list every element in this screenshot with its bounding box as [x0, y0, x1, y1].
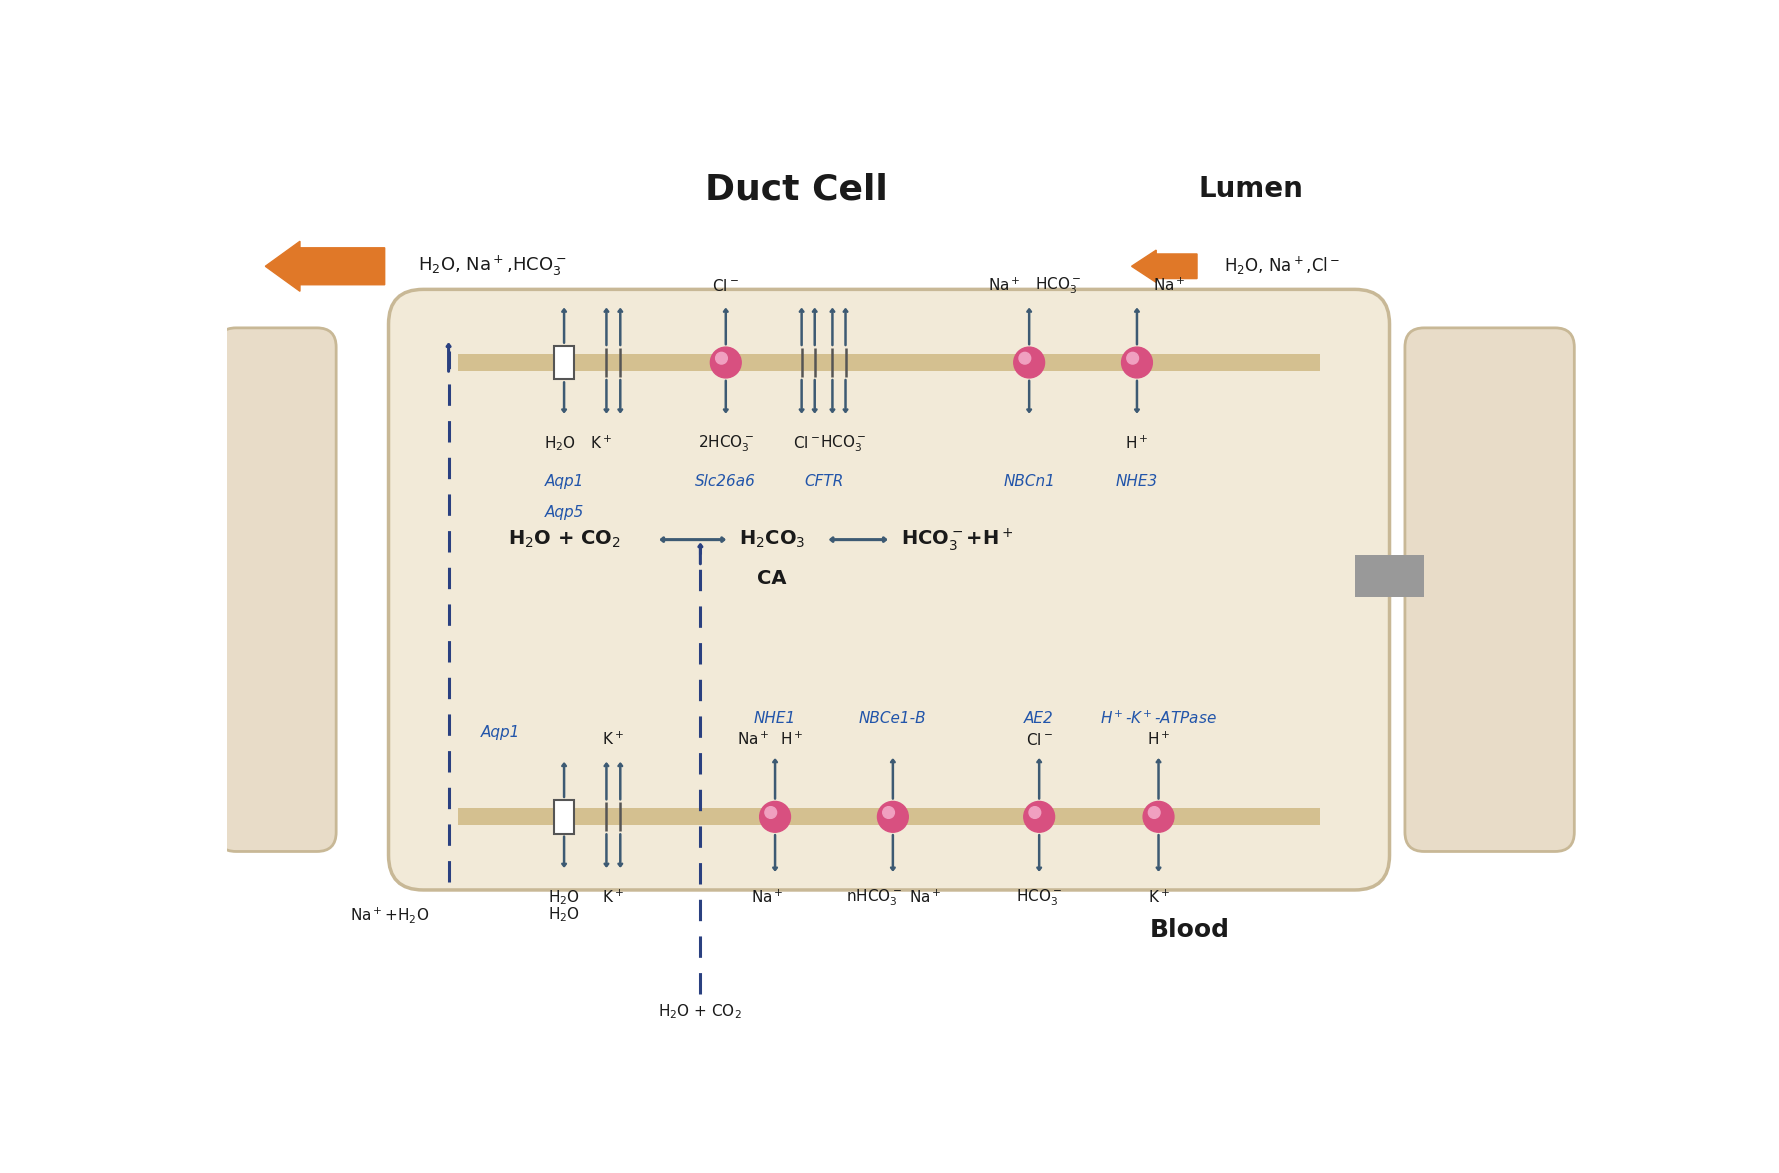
Text: H$^+$: H$^+$ [1147, 731, 1171, 748]
Text: H$_2$O + CO$_2$: H$_2$O + CO$_2$ [658, 1002, 742, 1021]
Text: NBCn1: NBCn1 [1003, 474, 1055, 489]
Text: CFTR: CFTR [804, 474, 843, 489]
Circle shape [1121, 347, 1153, 378]
Text: AE2: AE2 [1025, 711, 1053, 726]
Text: K$^+$: K$^+$ [603, 731, 624, 748]
Bar [457, 808, 1320, 826]
Circle shape [882, 807, 895, 819]
Text: Na$^+$+H$_2$O: Na$^+$+H$_2$O [350, 904, 431, 924]
Text: H$_2$O, Na$^+$,HCO$_3^-$: H$_2$O, Na$^+$,HCO$_3^-$ [418, 255, 568, 278]
Text: Cl$^-$: Cl$^-$ [1026, 732, 1053, 748]
Bar [553, 800, 575, 834]
Text: H$_2$O: H$_2$O [548, 906, 580, 924]
Text: HCO$_3^-$: HCO$_3^-$ [1016, 888, 1062, 908]
Text: H$^+$-K$^+$-ATPase: H$^+$-K$^+$-ATPase [1099, 710, 1217, 727]
Text: NHE1: NHE1 [754, 711, 797, 726]
Text: H$^+$: H$^+$ [781, 731, 804, 748]
Text: HCO$_3^-$: HCO$_3^-$ [820, 433, 866, 454]
Text: H$^+$: H$^+$ [1126, 435, 1149, 452]
Circle shape [1126, 352, 1139, 364]
Text: Aqp5: Aqp5 [544, 506, 584, 520]
Circle shape [1014, 347, 1044, 378]
Circle shape [1028, 807, 1041, 819]
Text: 2HCO$_3^-$: 2HCO$_3^-$ [697, 433, 754, 454]
Text: K$^+$: K$^+$ [1147, 889, 1169, 907]
Text: nHCO$_3^-$: nHCO$_3^-$ [845, 888, 902, 908]
Text: Cl$^-$: Cl$^-$ [712, 278, 740, 293]
Bar [336, 248, 352, 285]
Text: Slc26a6: Slc26a6 [696, 474, 756, 489]
Text: Blood: Blood [1149, 918, 1229, 942]
Circle shape [1149, 807, 1160, 819]
Circle shape [765, 807, 777, 819]
Text: HCO$_3^-$+H$^+$: HCO$_3^-$+H$^+$ [900, 527, 1012, 552]
Text: K$^+$: K$^+$ [603, 889, 624, 907]
FancyBboxPatch shape [1405, 328, 1574, 852]
Text: NHE3: NHE3 [1115, 474, 1158, 489]
Text: Na$^+$: Na$^+$ [737, 731, 770, 748]
Bar [553, 346, 575, 379]
Text: Duct Cell: Duct Cell [704, 172, 888, 206]
Circle shape [1019, 352, 1030, 364]
Bar [359, 248, 375, 285]
Bar [457, 354, 1320, 371]
Text: Cl$^-$: Cl$^-$ [793, 435, 820, 452]
Text: H$_2$O: H$_2$O [544, 434, 576, 453]
FancyBboxPatch shape [217, 328, 336, 852]
Circle shape [715, 352, 728, 364]
Text: H$_2$CO$_3$: H$_2$CO$_3$ [738, 529, 806, 550]
Text: Aqp1: Aqp1 [544, 474, 584, 489]
Text: K$^+$: K$^+$ [591, 435, 612, 452]
Circle shape [710, 347, 742, 378]
Text: Aqp1: Aqp1 [480, 725, 519, 740]
Circle shape [760, 801, 790, 832]
Text: Na$^+$: Na$^+$ [1153, 277, 1185, 294]
Text: CA: CA [758, 569, 786, 588]
Text: H$_2$O + CO$_2$: H$_2$O + CO$_2$ [507, 529, 621, 550]
Text: HCO$_3^-$: HCO$_3^-$ [1035, 276, 1082, 296]
Circle shape [1144, 801, 1174, 832]
Text: H$_2$O, Na$^+$,Cl$^-$: H$_2$O, Na$^+$,Cl$^-$ [1224, 255, 1340, 278]
FancyBboxPatch shape [388, 290, 1389, 890]
FancyArrow shape [265, 242, 384, 291]
Text: NBCe1-B: NBCe1-B [859, 711, 927, 726]
FancyArrow shape [1131, 250, 1197, 283]
Bar [1356, 555, 1425, 597]
Text: Na$^+$: Na$^+$ [909, 889, 941, 907]
Text: H$_2$O: H$_2$O [548, 888, 580, 907]
Text: Na$^+$: Na$^+$ [987, 277, 1021, 294]
Text: Na$^+$: Na$^+$ [751, 889, 785, 907]
Text: Lumen: Lumen [1199, 175, 1304, 203]
Circle shape [1023, 801, 1055, 832]
Circle shape [877, 801, 909, 832]
